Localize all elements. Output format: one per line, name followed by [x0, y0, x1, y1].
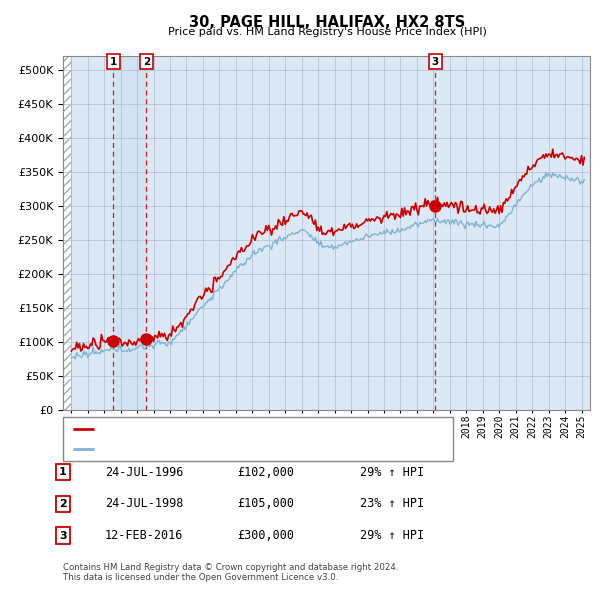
- Text: 24-JUL-1998: 24-JUL-1998: [105, 497, 184, 510]
- Text: 29% ↑ HPI: 29% ↑ HPI: [360, 466, 424, 478]
- Text: 2: 2: [59, 499, 67, 509]
- Text: This data is licensed under the Open Government Licence v3.0.: This data is licensed under the Open Gov…: [63, 573, 338, 582]
- Text: 30, PAGE HILL, HALIFAX, HX2 8TS: 30, PAGE HILL, HALIFAX, HX2 8TS: [189, 15, 465, 30]
- Text: £102,000: £102,000: [237, 466, 294, 478]
- Text: Contains HM Land Registry data © Crown copyright and database right 2024.: Contains HM Land Registry data © Crown c…: [63, 563, 398, 572]
- Text: 29% ↑ HPI: 29% ↑ HPI: [360, 529, 424, 542]
- Text: 3: 3: [59, 531, 67, 540]
- Text: 1: 1: [59, 467, 67, 477]
- Text: 1: 1: [110, 57, 117, 67]
- Text: £105,000: £105,000: [237, 497, 294, 510]
- Text: 3: 3: [432, 57, 439, 67]
- Text: HPI: Average price, detached house, Calderdale: HPI: Average price, detached house, Cald…: [100, 444, 361, 454]
- Text: Price paid vs. HM Land Registry's House Price Index (HPI): Price paid vs. HM Land Registry's House …: [167, 27, 487, 37]
- Bar: [113, 56, 146, 410]
- Text: 24-JUL-1996: 24-JUL-1996: [105, 466, 184, 478]
- FancyBboxPatch shape: [63, 417, 453, 461]
- Text: 30, PAGE HILL, HALIFAX, HX2 8TS (detached house): 30, PAGE HILL, HALIFAX, HX2 8TS (detache…: [100, 424, 382, 434]
- Text: 12-FEB-2016: 12-FEB-2016: [105, 529, 184, 542]
- Text: 23% ↑ HPI: 23% ↑ HPI: [360, 497, 424, 510]
- Text: 2: 2: [143, 57, 150, 67]
- Text: £300,000: £300,000: [237, 529, 294, 542]
